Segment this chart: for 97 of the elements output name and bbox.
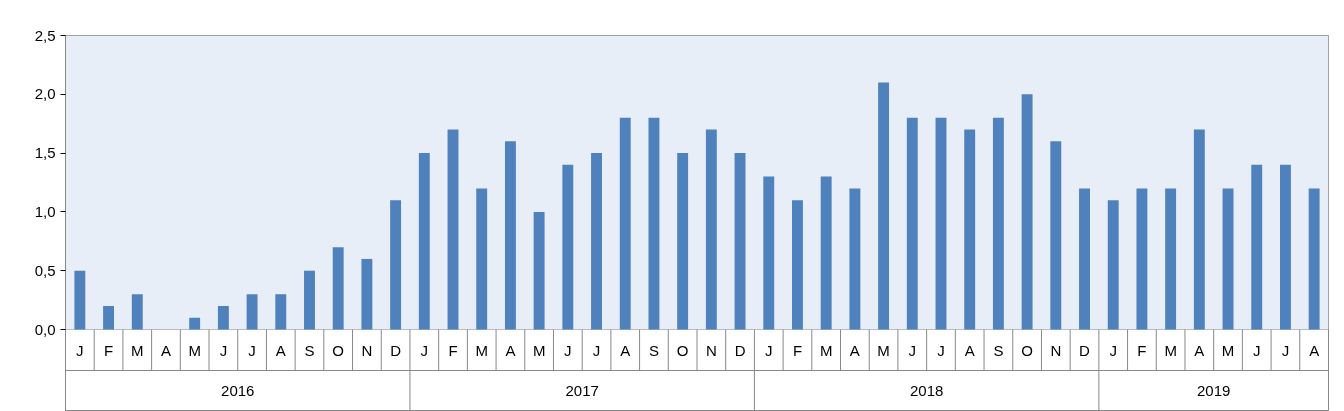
x-tick-label: S	[648, 341, 659, 359]
x-tick-label: O	[676, 341, 689, 359]
x-tick-label: J	[592, 341, 601, 359]
bar	[992, 117, 1004, 330]
text: 2018	[909, 382, 944, 399]
bar	[304, 270, 315, 330]
x-tick-label: J	[908, 341, 917, 359]
x-tick-label: S	[304, 341, 315, 359]
x-tick-label: A	[160, 341, 171, 359]
x-tick-label: D	[390, 341, 402, 359]
bar	[131, 294, 143, 330]
bar	[619, 117, 631, 330]
bar	[705, 129, 717, 330]
x-tick-label: A	[964, 341, 975, 359]
bar	[332, 247, 344, 330]
bar	[820, 176, 832, 330]
x-tick-label: M	[1221, 341, 1235, 359]
x-tick-label: O	[1021, 341, 1033, 359]
bar	[533, 211, 545, 330]
bar	[1050, 141, 1062, 330]
bar	[734, 153, 746, 330]
x-tick-label: A	[849, 341, 860, 359]
bar	[275, 294, 287, 330]
y-tick-label: 2,0	[34, 85, 56, 103]
x-tick-label: J	[1281, 341, 1290, 359]
bar	[390, 200, 402, 330]
bar	[677, 153, 689, 330]
x-tick-label: D	[1079, 341, 1091, 359]
text: 2019	[1197, 382, 1231, 399]
text: 2016	[221, 382, 255, 399]
x-tick-label: J	[1252, 341, 1261, 359]
bar	[1021, 94, 1033, 330]
x-tick-label: A	[1194, 341, 1205, 359]
bar	[361, 258, 373, 330]
bar	[878, 82, 890, 330]
bar	[964, 129, 976, 330]
x-tick-label: A	[275, 341, 286, 359]
x-tick-label: A	[620, 341, 631, 359]
bar	[1107, 200, 1119, 330]
x-tick-label: N	[1050, 341, 1062, 359]
bar	[1136, 188, 1148, 330]
x-tick-label: J	[248, 341, 256, 359]
x-tick-label: A	[1309, 341, 1320, 359]
x-tick-label: J	[219, 341, 228, 359]
x-tick-label: J	[420, 341, 429, 359]
x-tick-label: M	[188, 341, 201, 359]
bar	[648, 117, 660, 330]
bar	[418, 153, 430, 330]
bar	[906, 117, 918, 330]
x-tick-label: A	[505, 341, 516, 359]
x-tick-label: M	[475, 341, 488, 359]
x-tick-label: S	[993, 341, 1004, 359]
y-tick-label: 1,5	[34, 144, 56, 162]
bar	[591, 153, 602, 330]
x-tick-label: M	[131, 341, 144, 359]
x-tick-label: M	[532, 341, 546, 359]
x-tick-label: M	[819, 341, 833, 359]
bar	[1308, 188, 1320, 330]
y-tick-label: 0,5	[34, 261, 56, 279]
x-tick-label: M	[877, 341, 890, 359]
bar	[103, 305, 115, 330]
bar	[1193, 129, 1205, 330]
text: 2017	[565, 382, 599, 399]
y-tick-label: 2,5	[34, 26, 56, 44]
bar	[562, 164, 574, 330]
x-tick-label: J	[76, 341, 84, 359]
bar	[763, 176, 775, 330]
y-tick-label: 0,0	[34, 320, 56, 338]
bar	[246, 294, 258, 330]
x-tick-label: D	[734, 341, 746, 359]
x-tick-label: N	[705, 341, 717, 359]
x-tick-label: F	[792, 341, 803, 359]
bar	[189, 317, 201, 330]
x-tick-label: F	[448, 341, 458, 359]
bar	[504, 141, 516, 330]
bar	[74, 270, 86, 330]
bar	[1165, 188, 1177, 330]
x-tick-label: F	[1137, 341, 1147, 359]
bar	[1251, 164, 1263, 330]
bar	[1079, 188, 1090, 330]
bar	[447, 129, 459, 330]
x-tick-label: F	[103, 341, 114, 359]
x-tick-label: N	[361, 341, 373, 359]
bar	[217, 305, 229, 330]
x-tick-label: M	[1164, 341, 1177, 359]
bar	[1279, 164, 1291, 330]
x-tick-label: J	[937, 341, 945, 359]
bar	[849, 188, 861, 330]
bar	[1222, 188, 1234, 330]
x-tick-label: O	[332, 341, 345, 359]
x-tick-label: J	[1109, 341, 1117, 359]
x-tick-label: J	[765, 341, 773, 359]
bar	[476, 188, 488, 330]
bar	[792, 200, 803, 330]
bar	[935, 117, 947, 330]
y-tick-label: 1,0	[34, 202, 56, 220]
x-tick-label: J	[564, 341, 572, 359]
